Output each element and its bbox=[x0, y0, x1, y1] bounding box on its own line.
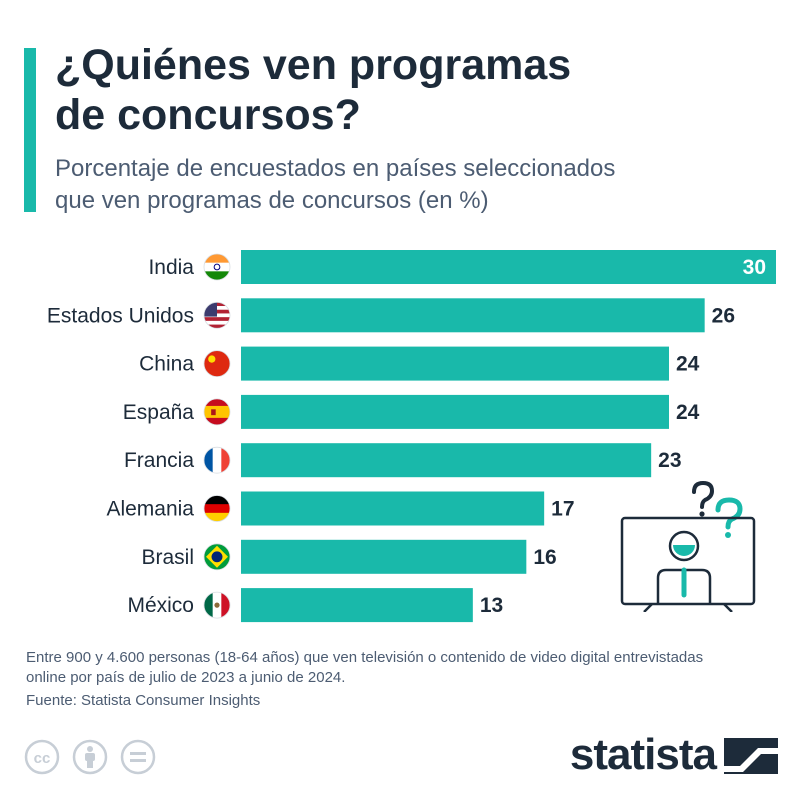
bar bbox=[241, 298, 705, 333]
value-label: 23 bbox=[658, 449, 681, 472]
category-label: Francia bbox=[124, 449, 194, 472]
bar-chart: India 30 Estados Unidos 26 China 24 España 24 Fr… bbox=[0, 240, 800, 630]
svg-text:cc: cc bbox=[34, 750, 51, 767]
chart-subtitle-line-1: Porcentaje de encuestados en países sele… bbox=[55, 155, 616, 182]
cc-icon: cc bbox=[24, 739, 60, 775]
value-label: 24 bbox=[676, 353, 700, 376]
statista-brand[interactable]: statista bbox=[558, 732, 778, 778]
category-label: España bbox=[123, 401, 195, 424]
bar-row: China 24 bbox=[139, 346, 700, 381]
title-accent-bar bbox=[24, 48, 36, 212]
india-flag-icon bbox=[203, 253, 231, 281]
bar-row: México 13 bbox=[127, 588, 503, 623]
mexico-flag-icon bbox=[203, 591, 231, 619]
bar bbox=[241, 443, 652, 478]
germany-flag-icon bbox=[203, 495, 231, 522]
bar-row: Alemania 17 bbox=[106, 491, 575, 526]
brazil-flag-icon bbox=[203, 543, 231, 571]
bar-chart-svg: India 30 Estados Unidos 26 China 24 España 24 Fr… bbox=[47, 250, 776, 623]
statista-wordmark: statista bbox=[569, 730, 717, 779]
bar-row: España 24 bbox=[123, 394, 700, 429]
value-label: 17 bbox=[551, 498, 574, 521]
bar bbox=[241, 346, 669, 381]
bar-row: Francia 23 bbox=[124, 443, 682, 478]
value-label: 24 bbox=[676, 401, 700, 424]
category-label: China bbox=[139, 353, 194, 376]
license-icons: cc bbox=[24, 739, 156, 775]
category-label: India bbox=[148, 256, 194, 279]
source-line: Fuente: Statista Consumer Insights bbox=[26, 692, 261, 709]
chart-subtitle: Porcentaje de encuestados en países sele… bbox=[55, 153, 775, 217]
tv-presenter-icon bbox=[620, 480, 756, 612]
bar-row: Estados Unidos 26 bbox=[47, 298, 735, 333]
bar bbox=[241, 491, 545, 526]
france-flag-icon bbox=[203, 446, 231, 474]
category-label: Brasil bbox=[141, 546, 194, 569]
usa-flag-icon bbox=[203, 301, 231, 329]
bar bbox=[241, 250, 776, 284]
category-label: México bbox=[127, 594, 194, 617]
chart-title: ¿Quiénes ven programas de concursos? bbox=[55, 40, 775, 140]
category-label: Alemania bbox=[106, 498, 194, 521]
category-label: Estados Unidos bbox=[47, 304, 194, 327]
chart-subtitle-line-2: que ven programas de concursos (en %) bbox=[55, 187, 489, 214]
chart-title-line-2: de concursos? bbox=[55, 91, 361, 139]
china-flag-icon bbox=[203, 350, 231, 377]
by-person-icon bbox=[72, 739, 108, 775]
bar-row: Brasil 16 bbox=[141, 539, 557, 574]
bar bbox=[241, 588, 473, 623]
value-label: 26 bbox=[712, 304, 735, 327]
spain-flag-icon bbox=[203, 398, 231, 426]
value-label: 13 bbox=[480, 594, 503, 617]
footnote: Entre 900 y 4.600 personas (18-64 años) … bbox=[26, 649, 704, 686]
bar bbox=[241, 539, 527, 574]
nd-equal-icon bbox=[120, 739, 156, 775]
bar bbox=[241, 394, 669, 429]
bar-row: India 30 bbox=[148, 250, 776, 284]
statista-logo-icon bbox=[724, 738, 778, 774]
value-label: 16 bbox=[533, 546, 556, 569]
value-label: 30 bbox=[743, 256, 766, 279]
chart-title-line-1: ¿Quiénes ven programas bbox=[55, 41, 572, 89]
